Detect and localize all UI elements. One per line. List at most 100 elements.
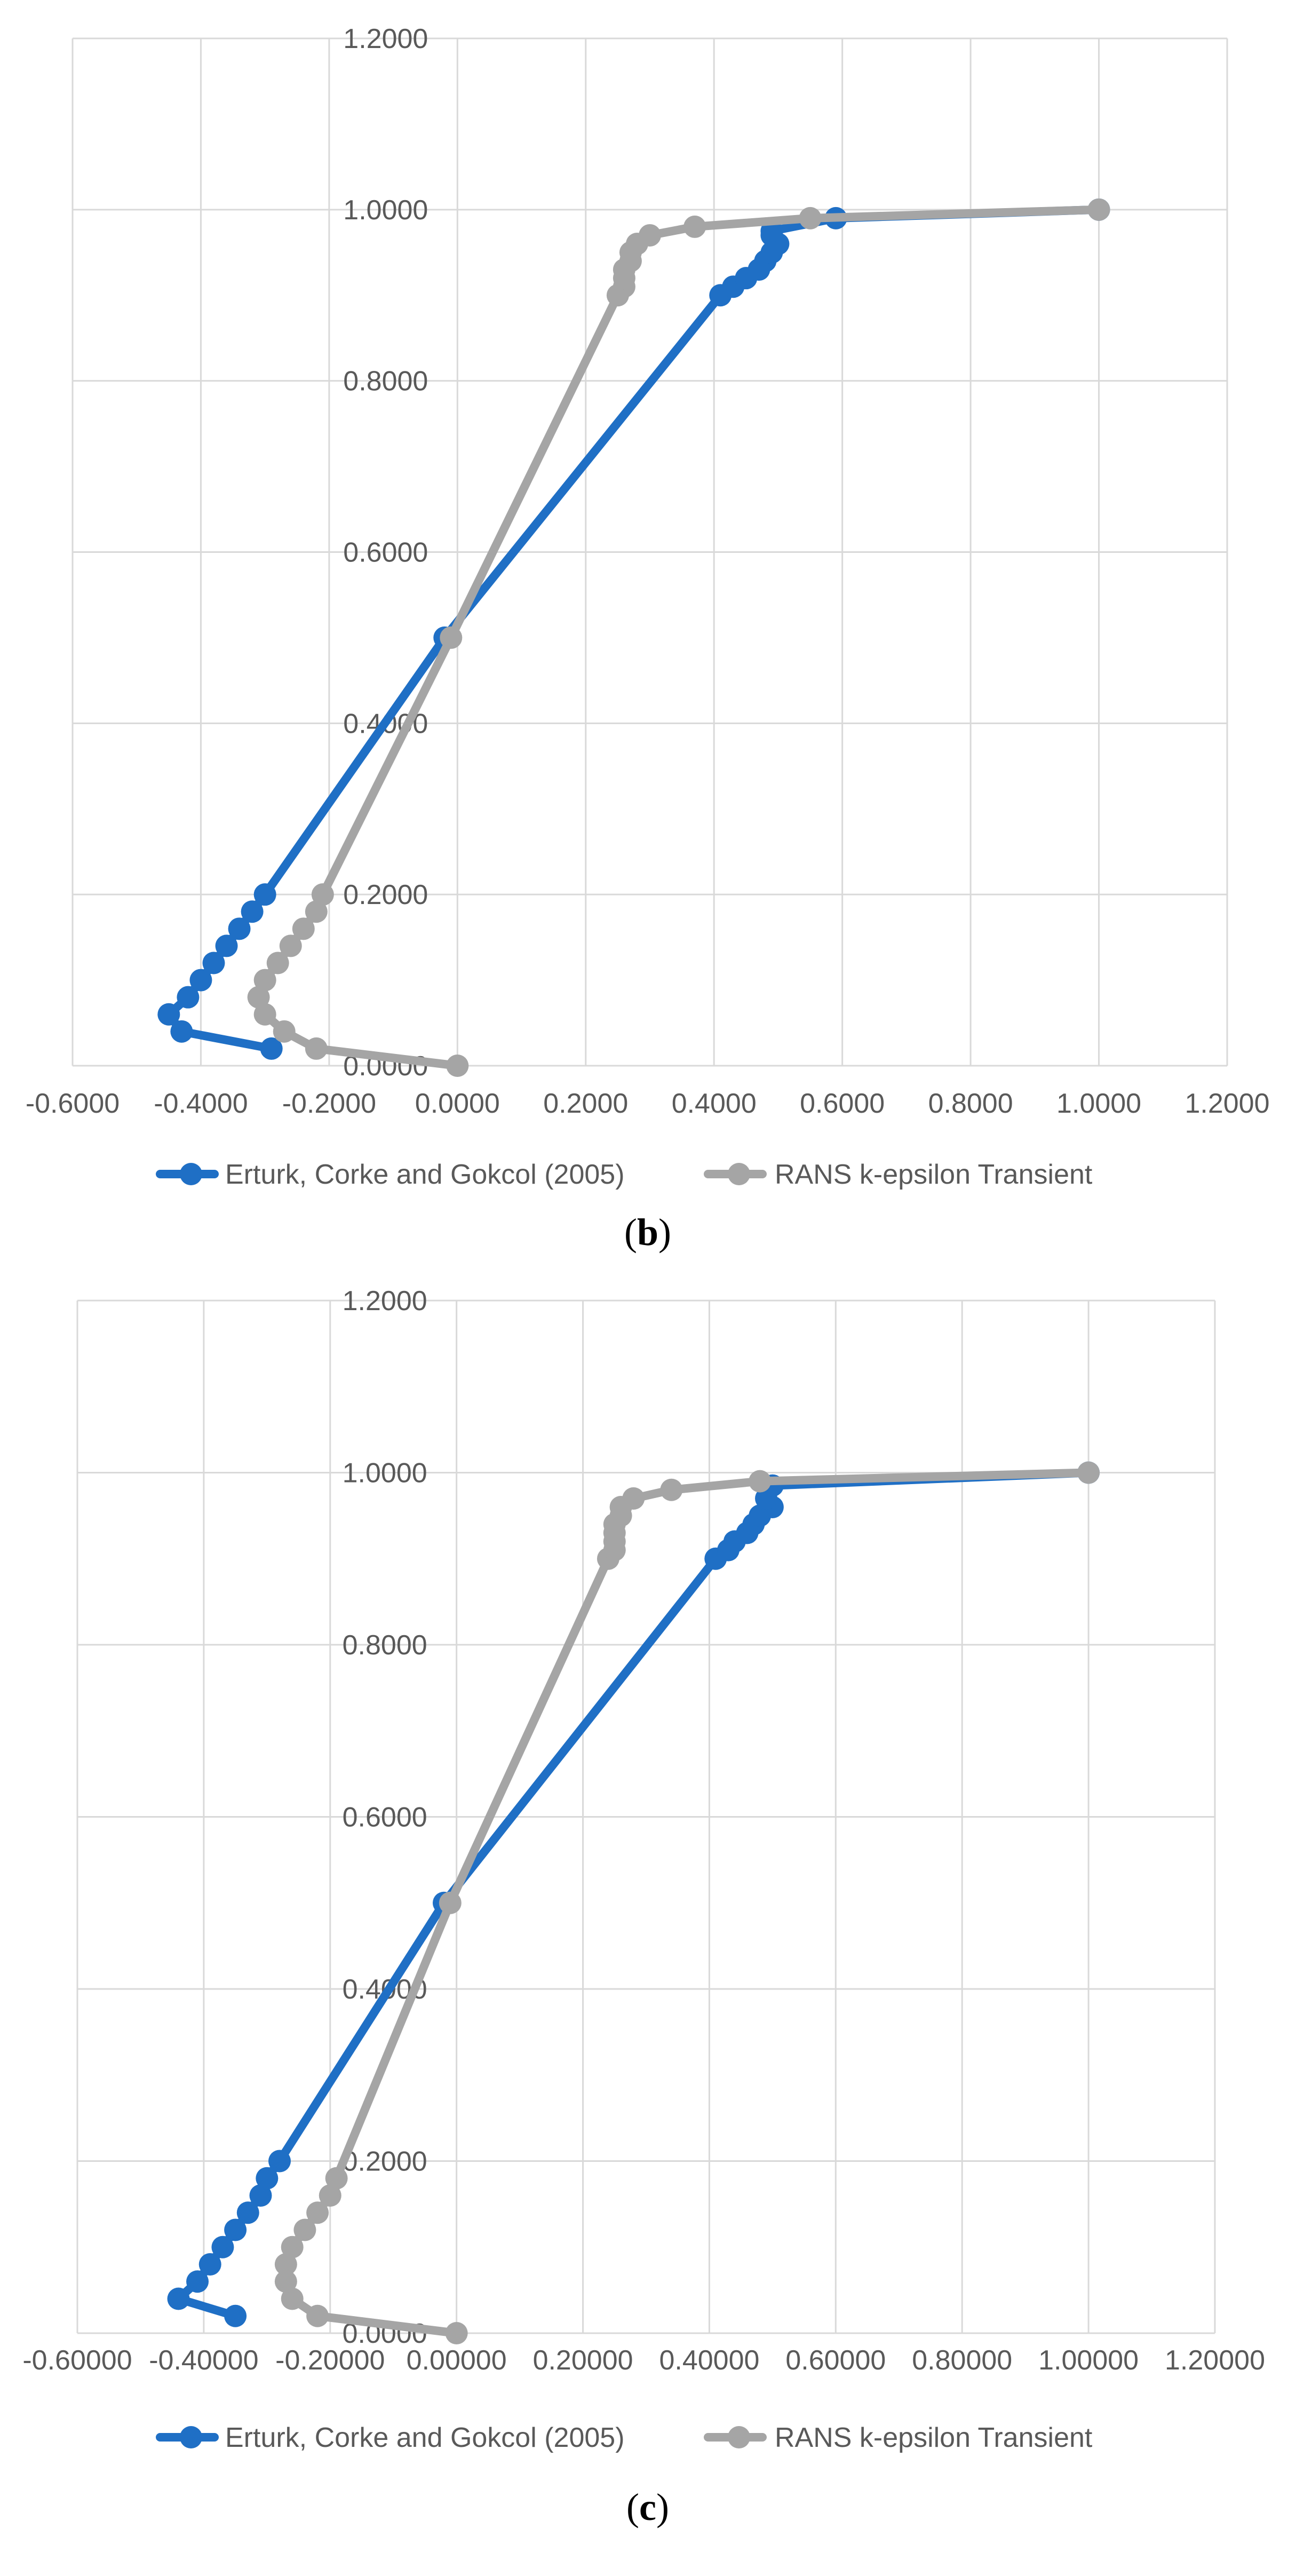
x-tick-label: 0.20000 <box>533 2345 633 2376</box>
chart-b: 0.0000 0.2000 0.4000 0.6000 0.8000 1.0000 1.20… <box>26 23 1270 1254</box>
y-tick-label: 0.6000 <box>343 1802 427 1833</box>
legend-swatch-marker <box>180 1163 202 1185</box>
data-point <box>799 207 822 229</box>
x-tick-label: -0.6000 <box>26 1088 120 1119</box>
data-point <box>274 2253 297 2276</box>
data-point <box>170 1020 193 1043</box>
legend-swatch-marker <box>728 1163 750 1185</box>
data-point <box>260 1037 283 1060</box>
data-point <box>202 952 225 974</box>
y-tick-label: 1.2000 <box>343 1286 427 1317</box>
x-tick-label: -0.2000 <box>282 1088 376 1119</box>
data-point <box>1077 1461 1100 1484</box>
data-point <box>306 2201 329 2224</box>
x-tick-label: 1.2000 <box>1184 1088 1269 1119</box>
legend: Erturk, Corke and Gokcol (2005) RANS k-ep… <box>156 1159 1093 1190</box>
data-point <box>228 917 251 940</box>
data-point <box>253 969 276 992</box>
data-point <box>439 1891 462 1914</box>
y-tick-label: 0.2000 <box>343 2146 427 2177</box>
data-point <box>256 2167 279 2190</box>
data-point <box>253 1003 276 1026</box>
data-point <box>1087 198 1110 221</box>
data-point <box>249 2184 272 2207</box>
legend-swatch-marker <box>728 2426 750 2448</box>
data-point <box>279 934 302 957</box>
x-tick-label: -0.4000 <box>154 1088 248 1119</box>
data-point <box>186 2270 209 2293</box>
data-point <box>253 883 276 906</box>
figure-caption: (c) <box>626 2486 669 2529</box>
figure-caption: (b) <box>624 1211 671 1254</box>
legend-label: RANS k-epsilon Transient <box>775 2422 1093 2453</box>
x-tick-label: -0.20000 <box>275 2345 385 2376</box>
data-point <box>446 1055 469 1077</box>
data-point <box>274 2270 297 2293</box>
data-point <box>293 2218 316 2241</box>
x-tick-label: -0.60000 <box>22 2345 132 2376</box>
data-point <box>198 2253 221 2276</box>
legend-swatch-marker <box>180 2426 202 2448</box>
series-rans <box>247 198 1110 1077</box>
data-point <box>639 224 661 247</box>
data-point <box>273 1020 296 1043</box>
x-tick-label: 0.4000 <box>672 1088 757 1119</box>
x-tick-label: 1.0000 <box>1056 1088 1141 1119</box>
x-tick-label: 0.60000 <box>785 2345 886 2376</box>
data-point <box>281 2287 304 2310</box>
y-tick-label: 1.0000 <box>343 1458 427 1489</box>
data-point <box>311 883 334 906</box>
chart-c: 0.00000.20000.40000.60000.80001.00001.20… <box>22 1286 1265 2529</box>
data-point <box>305 900 328 923</box>
y-tick-label: 0.2000 <box>343 879 428 910</box>
data-point <box>167 2287 190 2310</box>
x-tick-label: 1.00000 <box>1038 2345 1139 2376</box>
x-tick-label: 0.2000 <box>543 1088 628 1119</box>
data-point <box>157 1003 180 1026</box>
data-point <box>211 2236 234 2258</box>
legend-label: Erturk, Corke and Gokcol (2005) <box>225 1159 625 1190</box>
y-tick-label: 1.2000 <box>343 23 428 54</box>
y-tick-label: 0.8000 <box>343 1630 427 1661</box>
data-point <box>236 2201 259 2224</box>
x-tick-label: -0.40000 <box>149 2345 258 2376</box>
x-tick-label: 0.8000 <box>928 1088 1013 1119</box>
data-point <box>683 215 706 238</box>
data-point <box>749 1470 772 1493</box>
series-rans <box>274 1461 1100 2344</box>
data-point <box>660 1478 683 1501</box>
data-point <box>305 1037 328 1060</box>
y-tick-label: 0.6000 <box>343 537 428 568</box>
x-tick-label: 0.0000 <box>415 1088 500 1119</box>
data-point <box>306 2304 329 2327</box>
data-point <box>224 2218 247 2241</box>
x-tick-label: 0.40000 <box>659 2345 759 2376</box>
legend-label: RANS k-epsilon Transient <box>775 1159 1093 1190</box>
legend-label: Erturk, Corke and Gokcol (2005) <box>225 2422 625 2453</box>
data-point <box>189 969 212 992</box>
legend: Erturk, Corke and Gokcol (2005) RANS k-ep… <box>156 2422 1093 2453</box>
x-tick-label: 1.20000 <box>1165 2345 1265 2376</box>
data-point <box>292 917 315 940</box>
y-tick-label: 0.8000 <box>343 366 428 397</box>
data-point <box>224 2304 247 2327</box>
data-point <box>247 986 270 1009</box>
data-point <box>325 2167 348 2190</box>
data-point <box>241 900 264 923</box>
data-point <box>281 2236 304 2258</box>
data-point <box>268 2150 291 2173</box>
x-tick-label: 0.00000 <box>407 2345 507 2376</box>
data-point <box>622 1487 645 1510</box>
y-tick-label: 1.0000 <box>343 195 428 226</box>
data-point <box>440 626 463 649</box>
data-point <box>266 952 289 974</box>
data-point <box>445 2322 468 2344</box>
data-point <box>177 986 200 1009</box>
x-tick-label: 0.80000 <box>912 2345 1012 2376</box>
series-erturk <box>157 198 1110 1060</box>
data-point <box>319 2184 341 2207</box>
x-tick-label: 0.6000 <box>800 1088 885 1119</box>
data-point <box>215 934 238 957</box>
grid <box>76 1299 1216 2334</box>
